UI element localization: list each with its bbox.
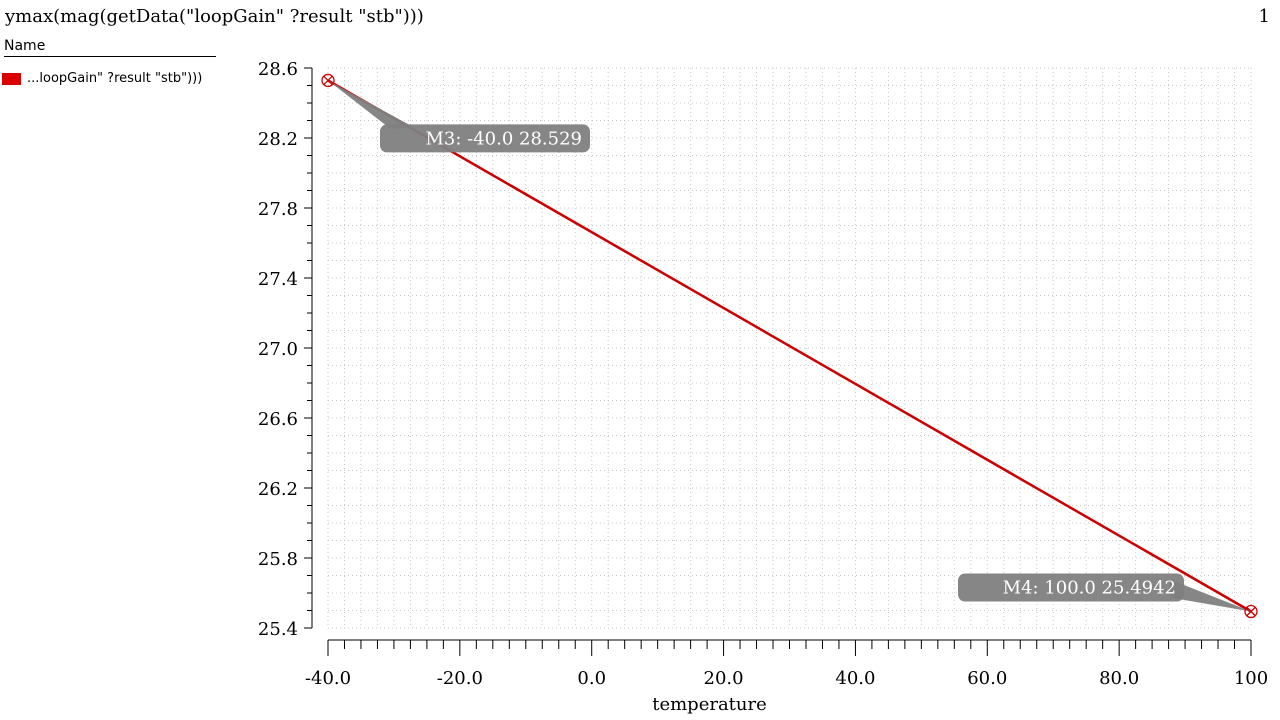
legend-item[interactable]: ...loopGain" ?result "stb"))) (2, 71, 202, 86)
page-number: 1 (1258, 6, 1270, 27)
y-tick-label: 25.4 (258, 619, 298, 640)
x-tick-label: -40.0 (305, 668, 351, 689)
marker-symbol-cross (1246, 607, 1256, 616)
y-tick-label: 27.8 (258, 199, 298, 220)
y-tick-label: 26.2 (258, 479, 298, 500)
y-tick-label: 27.4 (258, 269, 298, 290)
marker-pointer (1170, 579, 1251, 612)
legend-header: Name (4, 38, 216, 57)
marker-callout (958, 573, 1184, 602)
marker-pointer (328, 80, 416, 129)
x-tick-label: -20.0 (437, 668, 483, 689)
y-tick-label: 28.2 (258, 129, 298, 150)
y-tick-label: 25.8 (258, 549, 298, 570)
marker-symbol (321, 73, 335, 88)
chart-title: ymax(mag(getData("loopGain" ?result "stb… (5, 6, 424, 27)
y-tick-label: 26.6 (258, 409, 298, 430)
x-axis-label: temperature (652, 694, 767, 715)
x-tick-label: 100 (1234, 668, 1268, 689)
legend-item-label: ...loopGain" ?result "stb"))) (27, 71, 203, 86)
x-tick-label: 80.0 (1099, 668, 1139, 689)
y-tick-label: 28.6 (258, 59, 298, 80)
marker-symbol (1244, 604, 1258, 619)
x-tick-label: 60.0 (967, 668, 1007, 689)
x-tick-label: 0.0 (577, 668, 606, 689)
x-tick-label: 20.0 (704, 668, 744, 689)
marker-symbol-cross (323, 75, 333, 85)
marker-label: M3: -40.0 28.529 (425, 128, 582, 149)
legend-swatch (2, 72, 21, 85)
marker-label: M4: 100.0 25.4942 (1003, 578, 1176, 599)
y-tick-label: 27.0 (258, 339, 298, 360)
x-tick-label: 40.0 (835, 668, 875, 689)
series-line (327, 79, 1252, 613)
marker-callout (380, 124, 590, 153)
